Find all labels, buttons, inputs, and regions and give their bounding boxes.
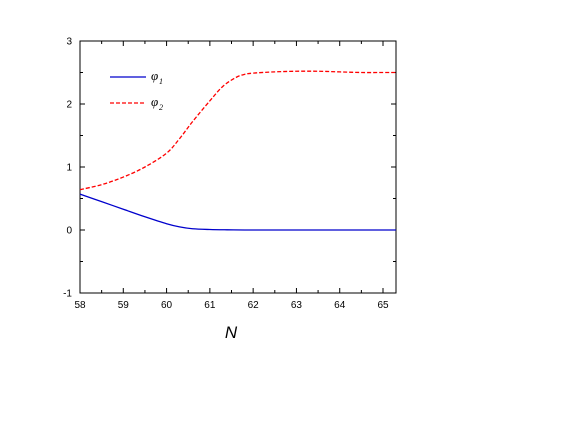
y-tick-label: 3 bbox=[66, 37, 72, 48]
x-tick-label: 64 bbox=[334, 300, 346, 311]
y-tick-label: 0 bbox=[66, 226, 72, 237]
legend-label-2: φ bbox=[151, 94, 158, 109]
legend-label-1: φ bbox=[151, 68, 158, 83]
y-tick-label: 1 bbox=[66, 163, 72, 174]
x-tick-label: 58 bbox=[74, 300, 86, 311]
x-tick-label: 62 bbox=[248, 300, 260, 311]
axis-ticks bbox=[79, 40, 396, 294]
x-axis-label: N bbox=[225, 323, 238, 342]
x-tick-label: 63 bbox=[291, 300, 303, 311]
x-tick-label: 60 bbox=[161, 300, 173, 311]
series-line-1 bbox=[79, 193, 396, 231]
x-tick-label: 61 bbox=[204, 300, 216, 311]
series-layer bbox=[79, 70, 396, 231]
series-line-2 bbox=[79, 70, 396, 191]
legend-subscript-2: 2 bbox=[159, 103, 163, 112]
y-tick-label: 2 bbox=[66, 100, 72, 111]
tick-labels: 58 59 60 61 62 63 64 65 -1 0 1 2 3 bbox=[63, 37, 389, 312]
y-tick-label: -1 bbox=[63, 289, 72, 300]
plot-frame bbox=[79, 40, 397, 294]
legend: φ 1φ 2 bbox=[110, 68, 163, 112]
legend-subscript-1: 1 bbox=[159, 77, 163, 86]
x-tick-label: 59 bbox=[118, 300, 130, 311]
x-tick-label: 65 bbox=[377, 300, 389, 311]
